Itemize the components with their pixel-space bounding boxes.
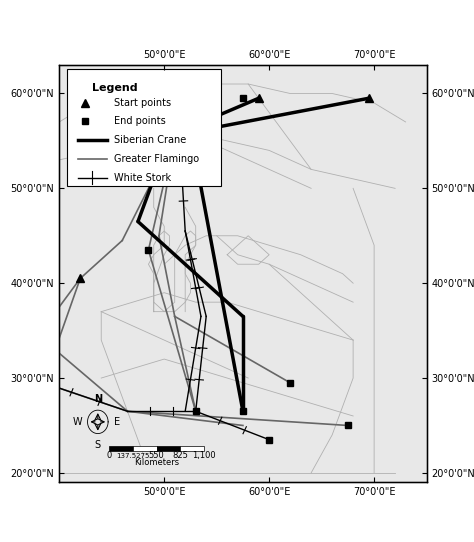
Bar (109, 446, 133, 451)
Text: White Stork: White Stork (114, 173, 172, 183)
Text: Legend: Legend (92, 82, 138, 93)
Text: 0: 0 (106, 451, 111, 460)
Text: Kilometers: Kilometers (134, 459, 179, 467)
Bar (181, 446, 204, 451)
Text: End points: End points (114, 117, 166, 126)
Bar (156, 446, 181, 451)
Text: 825: 825 (173, 451, 188, 460)
Text: Start points: Start points (114, 98, 172, 108)
Text: N: N (94, 394, 102, 404)
Text: Siberian Crane: Siberian Crane (114, 135, 187, 145)
Text: Greater Flamingo: Greater Flamingo (114, 154, 200, 164)
Text: E: E (114, 417, 120, 427)
Bar (133, 446, 156, 451)
FancyBboxPatch shape (66, 69, 221, 186)
Text: 550: 550 (149, 451, 164, 460)
Text: 137.5275: 137.5275 (116, 453, 149, 459)
Text: 1,100: 1,100 (192, 451, 216, 460)
Text: W: W (73, 417, 82, 427)
Text: S: S (95, 440, 101, 450)
